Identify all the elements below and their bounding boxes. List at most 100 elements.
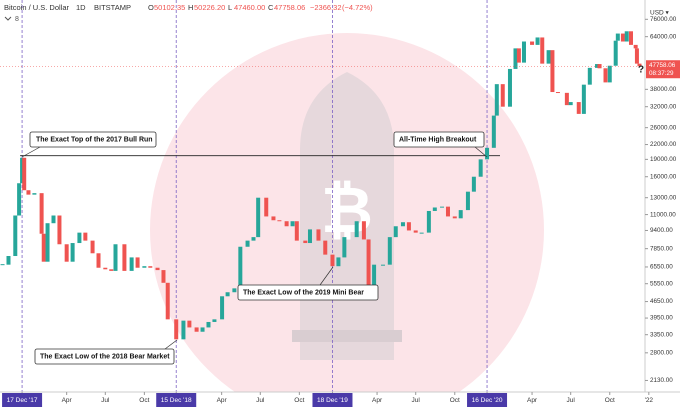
candle: [316, 229, 321, 241]
y-tick-label: 64000.00: [650, 33, 677, 40]
candle: [613, 40, 618, 66]
candle: [432, 207, 437, 211]
candle: [194, 327, 199, 332]
x-tick-label: Oct: [450, 397, 460, 404]
y-tick-label: 4650.00: [650, 298, 673, 305]
axes: 76000.00 64000.00 38000.00 32000.00 26000.00…: [0, 16, 680, 407]
x-tick-label: 15 Dec '18: [161, 397, 192, 404]
candle: [225, 292, 230, 297]
candle: [494, 84, 499, 116]
candle: [597, 64, 602, 69]
x-tick-label: 18 Dec '19: [317, 397, 348, 404]
candle: [323, 240, 328, 255]
candle: [187, 320, 192, 328]
x-tick-label: Jul: [412, 397, 421, 404]
candle: [485, 147, 490, 160]
y-tick-label: 5550.00: [650, 280, 673, 287]
y-tick-label: 26000.00: [650, 124, 677, 131]
annotations: The Exact Top of the 2017 Bull Run All-T…: [21, 131, 488, 365]
y-tick-label: 22000.00: [650, 141, 677, 148]
symbol-title: Bitcoin / U.S. Dollar: [4, 3, 70, 12]
candle: [122, 244, 127, 271]
candle: [32, 193, 37, 195]
candle: [607, 65, 612, 83]
candle: [200, 327, 205, 332]
candle: [174, 319, 179, 340]
candle: [45, 223, 50, 262]
candle: [478, 159, 483, 177]
candle: [135, 257, 140, 268]
x-tick-highlight: [312, 393, 353, 407]
candle: [113, 244, 118, 271]
candle: [471, 176, 476, 192]
annotation: The Exact Low of the 2019 Mini Bear: [243, 289, 364, 296]
ohlc-key: O: [148, 3, 154, 12]
candle: [336, 257, 341, 267]
candle: [90, 240, 95, 254]
candle: [232, 288, 237, 293]
candle: [440, 206, 445, 208]
candle: [129, 257, 134, 271]
candle: [535, 37, 540, 45]
candle: [419, 232, 424, 234]
candle: [77, 232, 82, 244]
candle: [354, 221, 359, 238]
candle: [17, 183, 22, 216]
x-tick-label: Apr: [62, 397, 73, 404]
x-tick-highlight: [156, 393, 197, 407]
annotation: All-Time High Breakout: [399, 136, 477, 143]
candle: [387, 237, 392, 265]
candle: [13, 215, 18, 257]
x-tick-label: Oct: [605, 397, 615, 404]
candle: [155, 267, 160, 271]
candle: [426, 210, 431, 233]
candle: [555, 92, 560, 94]
candle: [206, 321, 211, 328]
y-tick-label: 32000.00: [650, 103, 677, 110]
candle: [546, 50, 551, 64]
candle: [83, 232, 88, 241]
candle: [238, 246, 243, 289]
candle: [458, 210, 463, 219]
indicator-count[interactable]: 8: [15, 16, 19, 23]
candle: [245, 240, 250, 247]
countdown: 08:37:29: [649, 70, 674, 77]
y-tick-label: 7850.00: [650, 245, 673, 252]
x-tick-label: Oct: [294, 397, 304, 404]
x-tick-label: Jul: [567, 397, 576, 404]
y-tick-label: 2800.00: [650, 349, 673, 356]
candle: [500, 84, 505, 107]
candle: [513, 48, 518, 69]
x-tick-label: Oct: [139, 397, 149, 404]
candle: [624, 31, 629, 42]
y-tick-label: 19000.00: [650, 156, 677, 163]
candle: [603, 68, 608, 83]
candle: [507, 68, 512, 107]
help[interactable]: ?: [638, 65, 644, 76]
candle: [342, 237, 347, 258]
candle: [628, 31, 633, 45]
candle: [393, 226, 398, 238]
x-tick-label: 16 Dec '20: [472, 397, 503, 404]
collapse-icon[interactable]: [4, 16, 12, 21]
candle: [620, 33, 625, 42]
ohlc-value: 47460.00: [234, 3, 265, 12]
x-tick-label: Apr: [217, 397, 228, 404]
header: Bitcoin / U.S. Dollar 1D BITSTAMP O 50102…: [4, 3, 373, 23]
candle: [615, 33, 620, 41]
ohlc-key: H: [188, 3, 193, 12]
candle: [142, 266, 147, 268]
candle: [64, 244, 69, 262]
candle: [103, 267, 108, 270]
candle: [284, 221, 289, 227]
candle: [413, 230, 418, 233]
annotation: The Exact Low of the 2018 Bear Market: [40, 353, 170, 360]
candle: [181, 320, 186, 340]
change: −2366.32: [310, 3, 342, 12]
plot-area: [0, 0, 642, 392]
currency[interactable]: USD ▾: [650, 10, 670, 17]
y-tick-label: 6550.00: [650, 264, 673, 271]
x-tick-label: Jul: [256, 397, 265, 404]
candle: [634, 48, 639, 64]
ohlc-key: C: [268, 3, 274, 12]
